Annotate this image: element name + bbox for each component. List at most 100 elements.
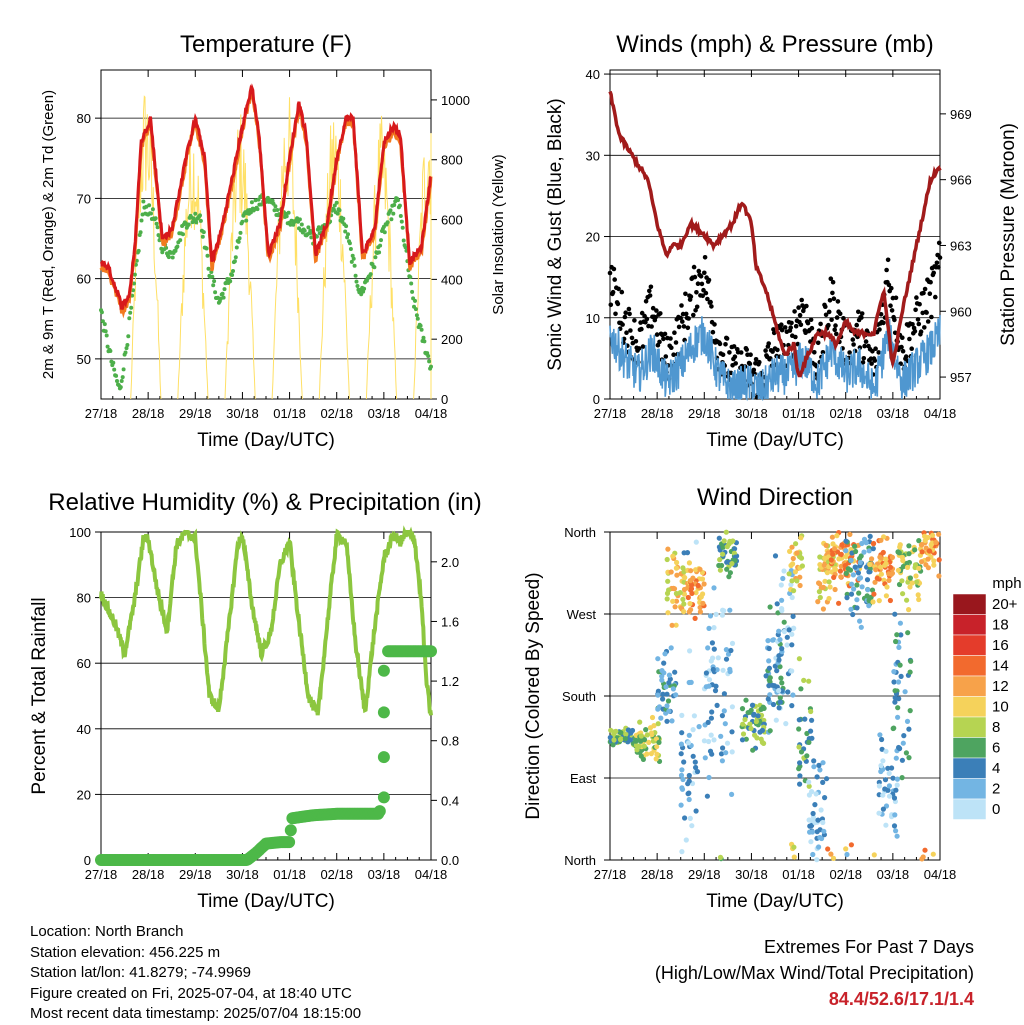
winds-gust-point xyxy=(685,325,691,331)
winds-x-tick-label: 01/18 xyxy=(782,406,815,421)
wind-dir-point xyxy=(702,755,708,761)
wind-dir-legend-title: mph xyxy=(992,575,1021,592)
wind-dir-point xyxy=(906,607,912,613)
temperature-dewpoint-point xyxy=(368,272,373,277)
winds-gust-point xyxy=(793,334,798,340)
wind-dir-point xyxy=(723,647,730,653)
wind-dir-point xyxy=(837,568,844,574)
winds-gust-point xyxy=(748,352,753,358)
winds-gust-point xyxy=(643,299,649,304)
wind-dir-point xyxy=(688,679,694,686)
winds-gust-point xyxy=(851,342,856,347)
winds-x-tick-label: 29/18 xyxy=(688,406,721,421)
wind-dir-point xyxy=(717,854,724,860)
winds-gust-point xyxy=(888,303,893,309)
wind-dir-point xyxy=(879,746,885,752)
winds-gust-point xyxy=(899,344,904,350)
winds-gust-point xyxy=(699,281,705,287)
winds-gust-point xyxy=(831,296,837,302)
wind-dir-point xyxy=(856,590,862,596)
winds-y2-tick-label: 966 xyxy=(950,173,972,188)
wind-dir-point xyxy=(832,586,838,593)
wind-dir-point xyxy=(707,613,714,619)
wind-dir-point xyxy=(823,542,829,549)
wind-dir-point xyxy=(844,851,850,858)
wind-dir-point xyxy=(789,578,795,584)
temperature-dewpoint-point xyxy=(112,367,117,372)
wind-dir-point xyxy=(797,582,803,589)
winds-y-tick-label: 20 xyxy=(586,230,600,245)
wind-dir-point xyxy=(789,631,795,637)
winds-gust-point xyxy=(671,352,676,358)
temperature-dewpoint-point xyxy=(332,203,337,208)
temperature-dewpoint-point xyxy=(413,307,418,312)
wind-dir-point xyxy=(850,611,856,618)
winds-gust-point xyxy=(820,350,826,355)
wind-dir-legend-swatch xyxy=(952,778,987,800)
extremes-value: 84.4/52.6/17.1/1.4 xyxy=(828,989,974,1009)
temperature-x-tick-label: 27/18 xyxy=(85,406,118,421)
temperature-y-tick-label: 50 xyxy=(77,352,91,367)
wind-dir-point xyxy=(669,622,675,628)
wind-dir-point xyxy=(664,556,670,563)
temperature-dewpoint-point xyxy=(232,259,237,264)
temperature-x-tick-label: 30/18 xyxy=(226,406,259,421)
winds-y2-tick-label: 963 xyxy=(950,238,972,253)
winds-gust-point xyxy=(727,350,732,355)
temperature-dewpoint-point xyxy=(125,343,130,347)
wind-dir-point xyxy=(915,592,921,598)
wind-dir-point xyxy=(692,615,698,622)
wind-dir-point xyxy=(625,727,632,733)
wind-dir-point xyxy=(607,734,613,741)
temperature-title: Temperature (F) xyxy=(180,31,352,58)
wind-dir-point xyxy=(786,571,792,577)
wind-dir-point xyxy=(847,531,853,538)
wind-dir-point xyxy=(881,534,887,540)
winds-gust-point xyxy=(797,312,803,318)
winds-y2-tick-label: 957 xyxy=(950,370,972,385)
wind-dir-point xyxy=(700,591,706,597)
wind-dir-point xyxy=(894,776,901,782)
winds-gust-point xyxy=(793,323,799,329)
wind-dir-point xyxy=(681,609,687,615)
wind-dir-point xyxy=(743,697,749,703)
wind-dir-point xyxy=(880,792,886,798)
winds-gust-point xyxy=(616,286,621,292)
winds-gust-point xyxy=(937,255,943,260)
wind-dir-point xyxy=(904,560,910,567)
wind-dir-point xyxy=(912,547,918,553)
wind-dir-point xyxy=(752,732,758,738)
winds-gust-point xyxy=(640,344,646,349)
wind-dir-point xyxy=(806,739,812,746)
wind-dir-x-tick-label: 27/18 xyxy=(594,867,627,882)
rh-precip-y2-tick-label: 0.8 xyxy=(441,734,459,749)
winds-gust-point xyxy=(702,270,707,276)
wind-dir-point xyxy=(828,557,834,563)
winds-gust-point xyxy=(683,291,688,297)
wind-dir-point xyxy=(761,717,767,723)
wind-dir-point xyxy=(686,790,692,796)
temperature-dewpoint-point xyxy=(352,263,357,268)
wind-dir-point xyxy=(916,538,922,544)
temperature-y-tick-label: 80 xyxy=(77,111,91,126)
wind-dir-point xyxy=(641,743,647,749)
temperature-dewpoint-point xyxy=(343,229,348,234)
wind-dir-point xyxy=(895,714,901,720)
wind-dir-point xyxy=(848,606,854,612)
wind-dir-legend-swatch xyxy=(952,716,987,738)
wind-dir-point xyxy=(722,721,728,727)
wind-dir-point xyxy=(681,601,687,607)
winds-gust-point xyxy=(608,302,614,308)
wind-dir-point xyxy=(797,760,803,766)
wind-dir-point xyxy=(692,759,698,765)
wind-dir-point xyxy=(923,562,929,568)
wind-dir-point xyxy=(678,741,685,747)
wind-dir-point xyxy=(784,634,790,640)
winds-y-tick-label: 0 xyxy=(593,392,600,407)
wind-dir-point xyxy=(663,684,669,690)
wind-dir-point xyxy=(789,703,795,709)
wind-dir-point xyxy=(880,758,886,764)
wind-dir-point xyxy=(781,568,787,574)
temperature-dewpoint-point xyxy=(373,255,378,260)
wind-dir-point xyxy=(766,645,772,652)
